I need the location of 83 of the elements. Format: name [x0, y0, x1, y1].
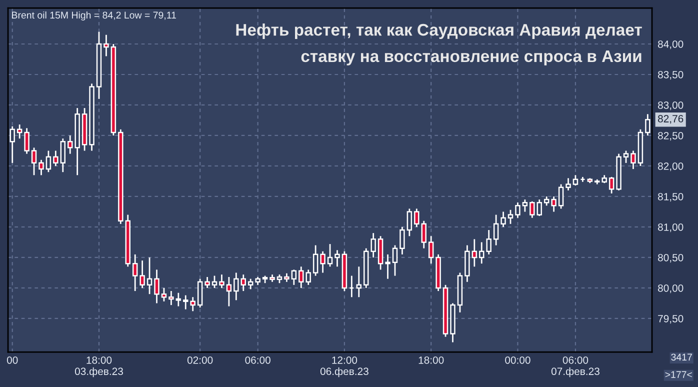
candlestick: [493, 214, 499, 246]
candlestick: [400, 226, 405, 256]
candlestick: [226, 276, 232, 307]
x-tick-label: 12:00 06.фев.23: [320, 356, 368, 378]
candlestick: [140, 260, 145, 289]
candlestick: [68, 134, 73, 154]
x-tick-label: 00:00: [505, 356, 530, 364]
candlestick: [212, 275, 218, 289]
candlestick: [385, 254, 390, 280]
candlestick: [204, 276, 210, 289]
candlestick: [515, 202, 520, 219]
x-tick-label: 06:00 07.фев.23: [551, 356, 600, 378]
candlestick: [572, 174, 578, 186]
candlestick: [536, 198, 542, 217]
candlestick: [630, 150, 636, 170]
candlestick: [479, 242, 484, 264]
x-tick-label: 02:00: [187, 356, 213, 364]
candlestick: [291, 268, 297, 286]
candlestick: [530, 200, 535, 219]
candlestick: [146, 256, 152, 295]
candlestick: [38, 159, 44, 176]
candlestick: [334, 249, 340, 268]
candlestick: [414, 208, 420, 228]
candlestick: [421, 220, 426, 250]
candlestick: [53, 150, 58, 167]
candlestick: [508, 209, 514, 225]
candlestick: [312, 244, 318, 276]
x-tick-label: 00: [6, 356, 18, 364]
x-tick-label: 18:00 03.фев.23: [74, 356, 123, 378]
candlestick: [60, 138, 66, 173]
candlestick: [154, 268, 160, 304]
candlestick: [472, 238, 478, 268]
candlestick: [298, 266, 304, 289]
y-tick-label: 80,50: [658, 254, 684, 263]
y-tick-label: 83,00: [658, 101, 684, 110]
y-tick-label: 82,00: [658, 162, 684, 172]
candlestick: [327, 243, 333, 268]
candlestick: [428, 235, 434, 264]
text: Нефть растет, так как Саудовская Аравия делает ставку на восстановление спроса в Азии: [236, 23, 642, 66]
candlestick: [406, 208, 412, 237]
candlestick: [168, 290, 174, 306]
y-tick-label: 80,00: [658, 284, 684, 294]
y-tick-label: 84,00: [658, 40, 684, 50]
text: 3417: [671, 354, 692, 361]
candlestick: [24, 127, 30, 154]
candlestick: [248, 278, 254, 290]
candlestick: [551, 196, 556, 212]
text: >177<: [665, 371, 692, 378]
candlestick: [392, 244, 398, 276]
candlestick: [608, 176, 614, 194]
candlestick: [240, 274, 246, 292]
candlestick: [31, 146, 37, 176]
candlestick: [16, 124, 22, 140]
text: 82,76: [658, 115, 684, 124]
candlestick: [183, 294, 188, 310]
y-tick-label: 81,00: [658, 223, 684, 232]
y-tick-label: 81,50: [658, 192, 684, 202]
chart-subtitle: Brent oil 15M High = 84,2 Low = 79,11: [12, 11, 176, 21]
candlestick: [190, 296, 196, 312]
candlestick: [370, 232, 376, 258]
candlestick: [320, 250, 326, 274]
candlestick: [46, 150, 52, 173]
x-tick-label: 06:00: [245, 356, 270, 364]
candlestick: [522, 198, 528, 212]
candlestick: [104, 34, 109, 57]
candlestick: [558, 184, 564, 210]
candlestick: [219, 274, 224, 289]
candlestick: [161, 287, 167, 302]
y-tick-label: 83,50: [658, 70, 684, 80]
x-tick-label: 18:00: [418, 356, 444, 364]
candlestick: [197, 278, 203, 308]
candlestick: [234, 272, 239, 301]
candlestick: [176, 292, 182, 307]
candlestick: [356, 266, 362, 298]
candlestick: [500, 211, 506, 228]
y-tick-label: 79,50: [658, 314, 684, 324]
candlestick: [486, 229, 492, 256]
candlestick: [544, 196, 550, 206]
candlestick: [566, 177, 571, 192]
candlestick: [306, 268, 311, 286]
y-tick-label: 82,50: [658, 132, 684, 141]
candlestick: [132, 254, 138, 292]
candlestick: [623, 150, 629, 164]
